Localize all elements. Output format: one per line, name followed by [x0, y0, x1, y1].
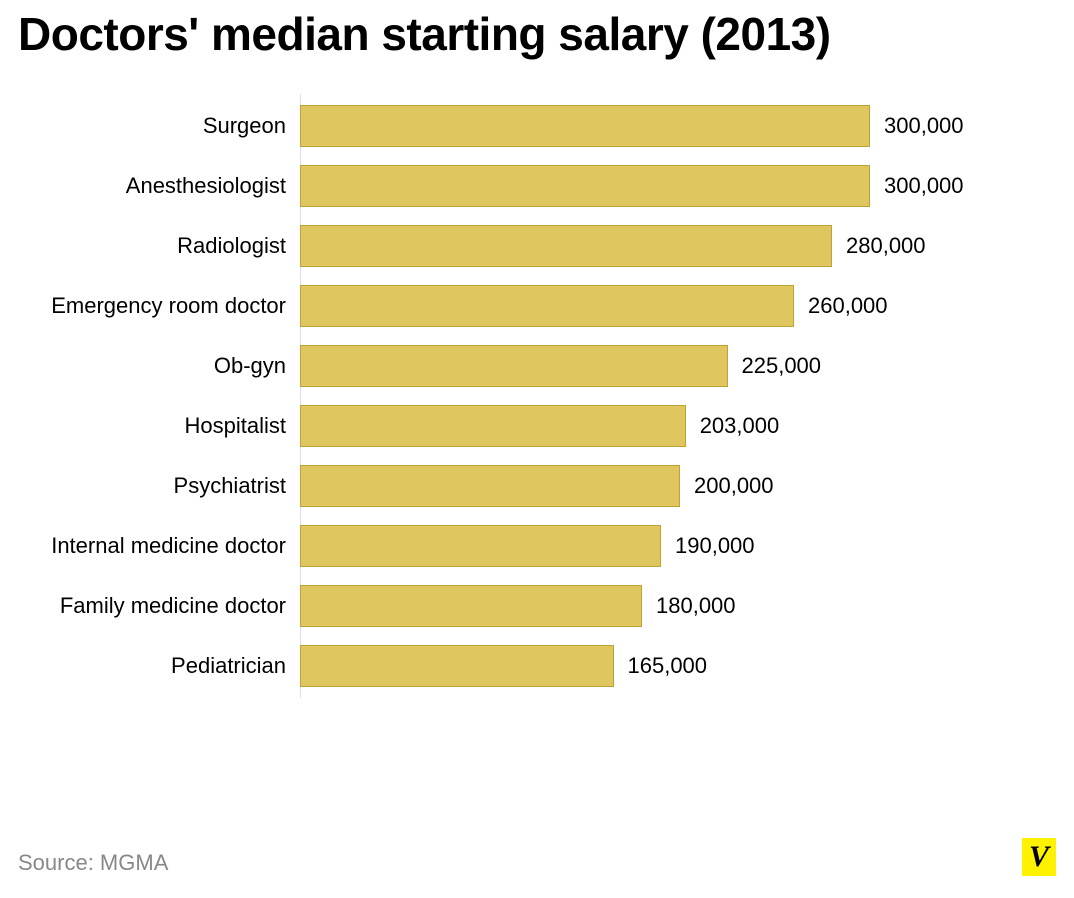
- bar: [300, 405, 686, 447]
- chart-footer: Source: MGMA V: [18, 838, 1056, 876]
- bar-row: Pediatrician165,000: [300, 636, 1016, 696]
- source-attribution: Source: MGMA: [18, 850, 168, 876]
- bar-row: Hospitalist203,000: [300, 396, 1016, 456]
- value-label: 300,000: [884, 173, 964, 199]
- value-label: 190,000: [675, 533, 755, 559]
- bar-row: Emergency room doctor260,000: [300, 276, 1016, 336]
- bar: [300, 465, 680, 507]
- category-label: Ob-gyn: [214, 353, 286, 379]
- value-label: 260,000: [808, 293, 888, 319]
- chart-container: Doctors' median starting salary (2013) S…: [0, 0, 1074, 898]
- category-label: Surgeon: [203, 113, 286, 139]
- bar-row: Internal medicine doctor190,000: [300, 516, 1016, 576]
- bar-row: Surgeon300,000: [300, 96, 1016, 156]
- chart-plot-area: Surgeon300,000Anesthesiologist300,000Rad…: [18, 96, 1056, 696]
- category-label: Radiologist: [177, 233, 286, 259]
- value-label: 203,000: [700, 413, 780, 439]
- bar-row: Family medicine doctor180,000: [300, 576, 1016, 636]
- bar: [300, 105, 870, 147]
- category-label: Pediatrician: [171, 653, 286, 679]
- bar: [300, 165, 870, 207]
- bar: [300, 645, 614, 687]
- bar: [300, 285, 794, 327]
- value-label: 280,000: [846, 233, 926, 259]
- category-label: Emergency room doctor: [51, 293, 286, 319]
- bar-row: Psychiatrist200,000: [300, 456, 1016, 516]
- value-label: 165,000: [628, 653, 708, 679]
- bar-row: Anesthesiologist300,000: [300, 156, 1016, 216]
- bar: [300, 525, 661, 567]
- bar: [300, 585, 642, 627]
- category-label: Internal medicine doctor: [51, 533, 286, 559]
- value-label: 200,000: [694, 473, 774, 499]
- vox-logo-letter: V: [1029, 840, 1049, 874]
- value-label: 180,000: [656, 593, 736, 619]
- bar-row: Radiologist280,000: [300, 216, 1016, 276]
- category-label: Family medicine doctor: [60, 593, 286, 619]
- category-label: Psychiatrist: [174, 473, 286, 499]
- chart-title: Doctors' median starting salary (2013): [18, 10, 1056, 60]
- value-label: 225,000: [742, 353, 822, 379]
- bar: [300, 345, 728, 387]
- category-label: Hospitalist: [185, 413, 286, 439]
- value-label: 300,000: [884, 113, 964, 139]
- category-label: Anesthesiologist: [126, 173, 286, 199]
- bar: [300, 225, 832, 267]
- vox-logo: V: [1022, 838, 1056, 876]
- bar-row: Ob-gyn225,000: [300, 336, 1016, 396]
